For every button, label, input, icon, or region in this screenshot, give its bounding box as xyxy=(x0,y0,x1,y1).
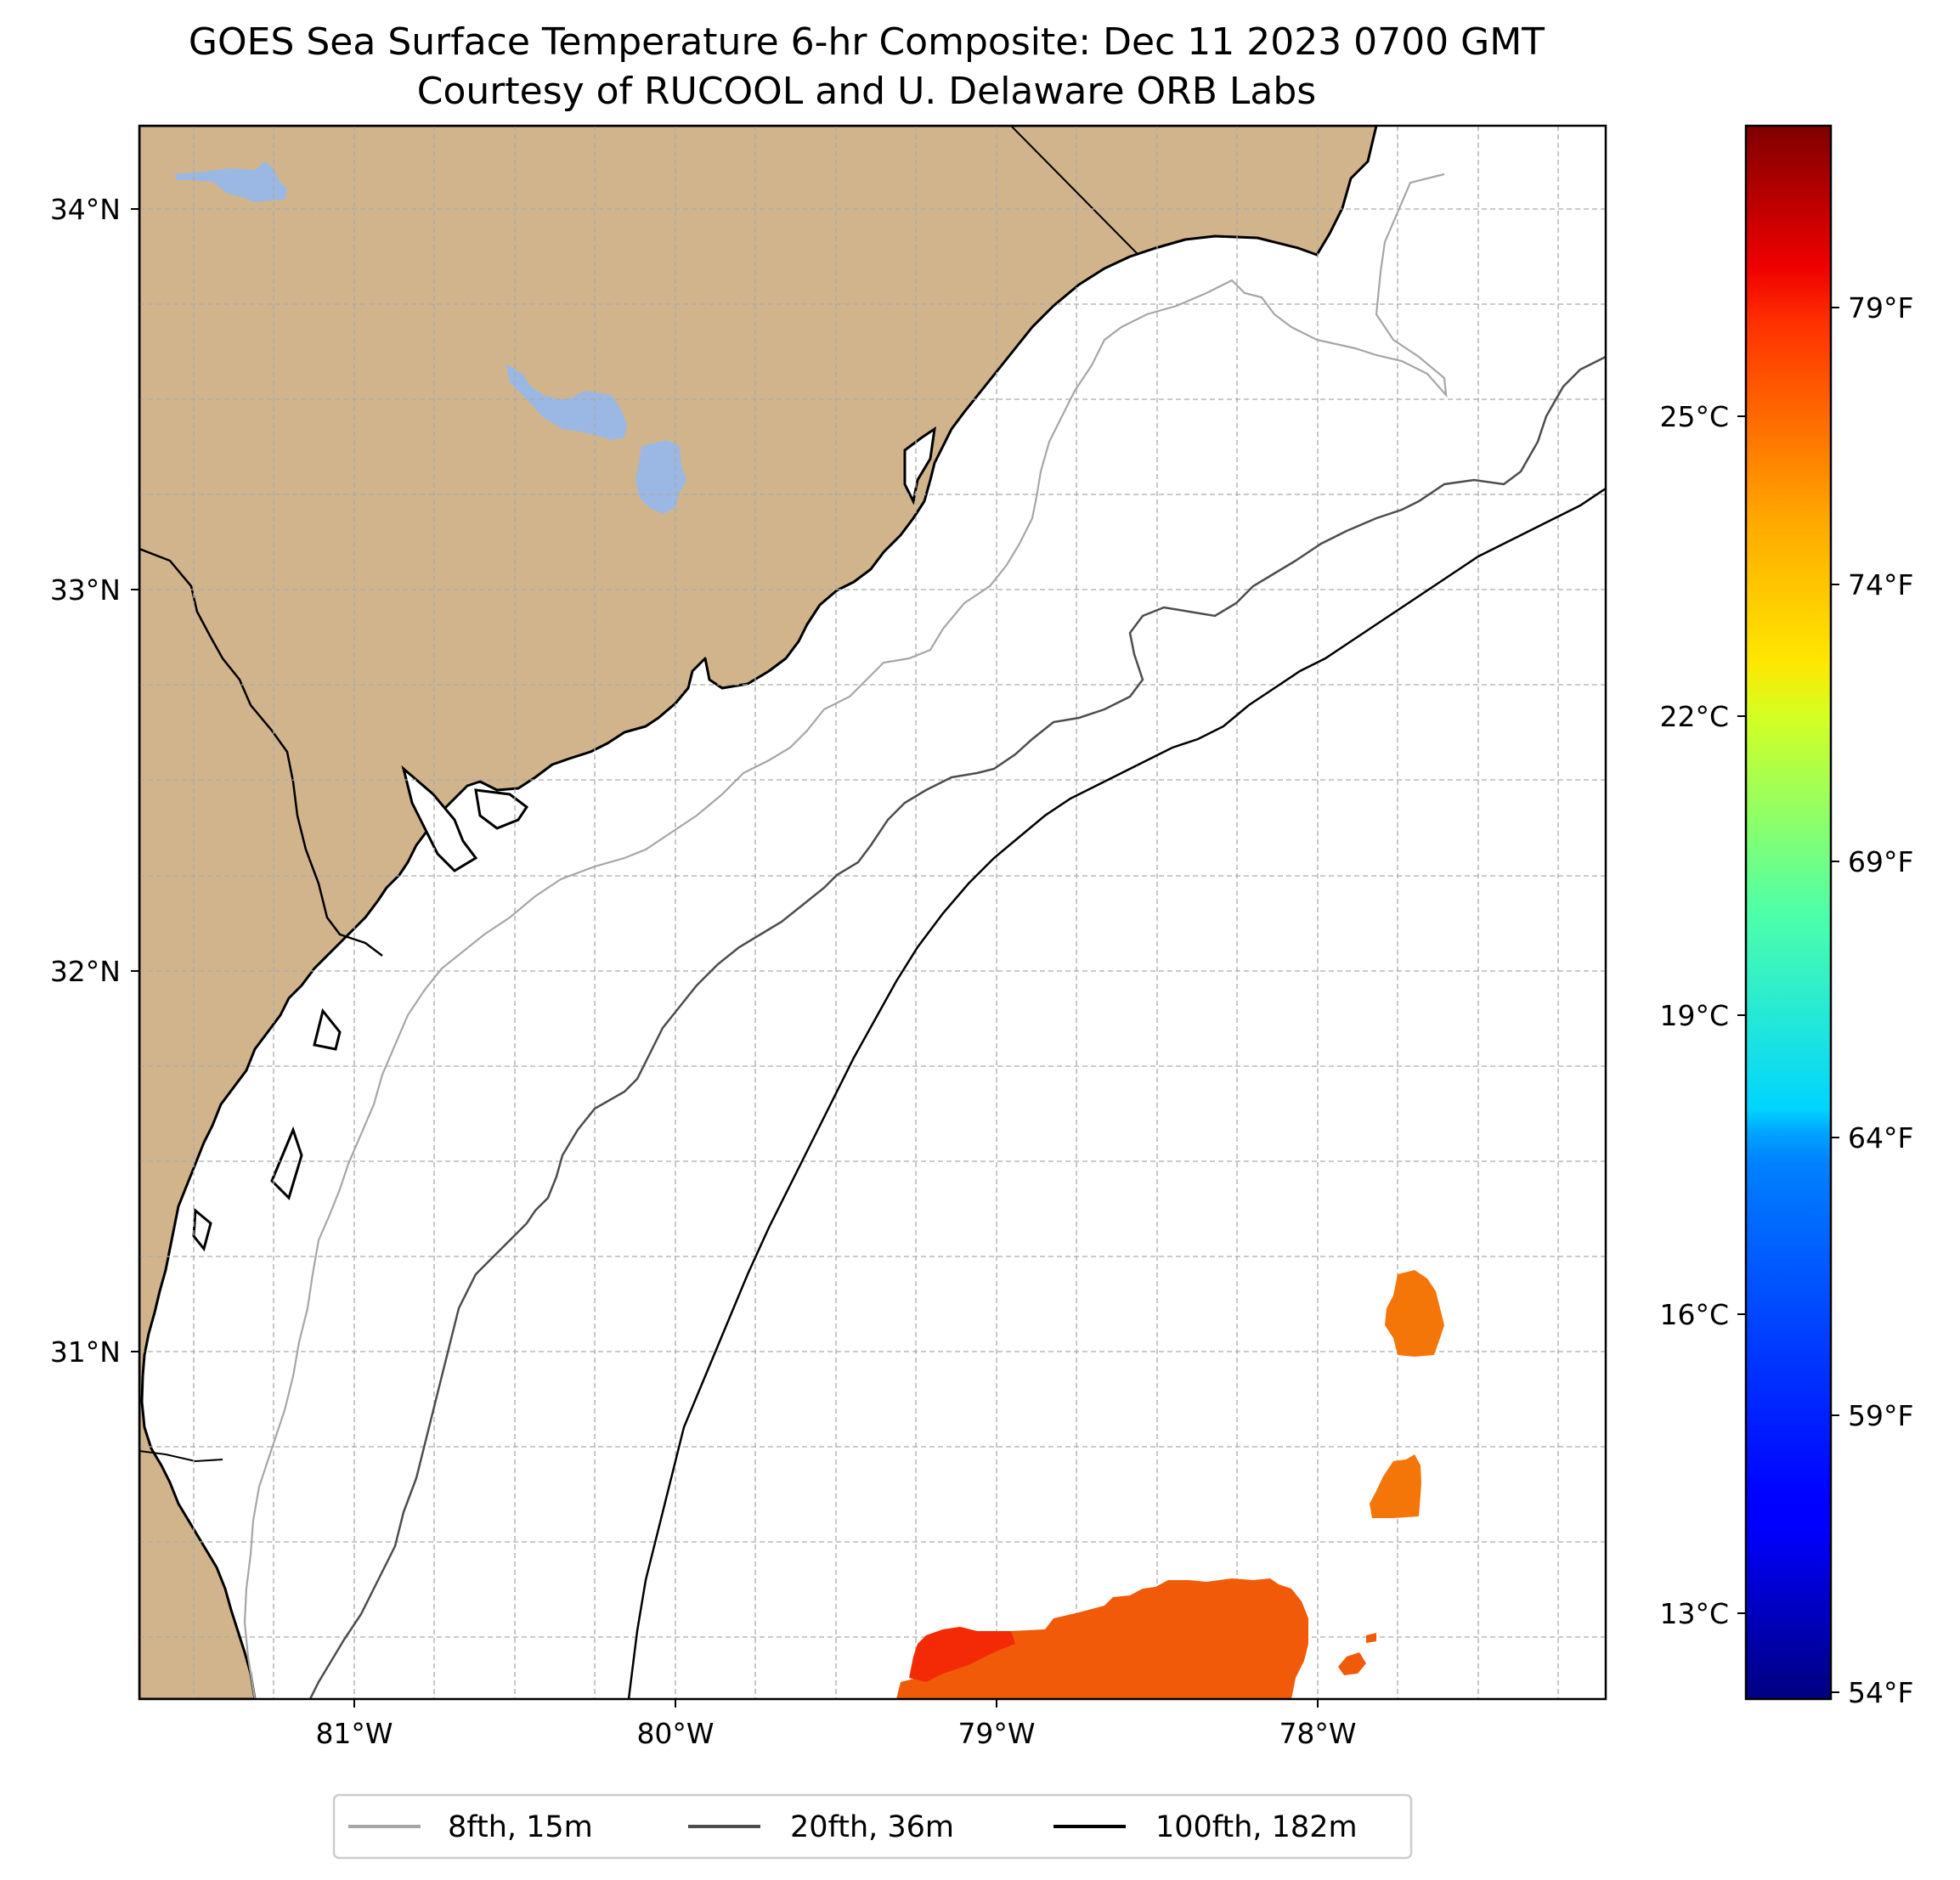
colorbar xyxy=(1744,124,1833,1701)
sst-patch-warm-edge xyxy=(909,1627,1015,1682)
colorbar-f-74: 74°F xyxy=(1848,568,1913,601)
lat-label-34: 34°N xyxy=(50,193,121,226)
lake-waccamaw xyxy=(174,161,287,202)
colorbar-f-69: 69°F xyxy=(1848,845,1913,878)
lon-label-81: 81°W xyxy=(315,1717,393,1750)
map-subtitle: Courtesy of RUCOOL and U. Delaware ORB L… xyxy=(417,70,1316,113)
isobath-100fth xyxy=(627,487,1606,1699)
colorbar-c-25: 25°C xyxy=(1659,400,1729,433)
sst-patch-small xyxy=(1338,1652,1366,1675)
isobath-20fth xyxy=(308,355,1606,1699)
legend-label-8fth: 8fth, 15m xyxy=(448,1810,593,1844)
map-title: GOES Sea Surface Temperature 6-hr Compos… xyxy=(189,20,1545,64)
inlet-sapelo xyxy=(270,1126,303,1200)
lat-label-33: 33°N xyxy=(50,573,121,607)
inlet-st-helena xyxy=(401,765,478,872)
colorbar-c-13: 13°C xyxy=(1659,1597,1729,1630)
gridlines xyxy=(139,126,1606,1699)
sst-patch-speck xyxy=(1366,1633,1376,1643)
colorbar-c-19: 19°C xyxy=(1659,999,1729,1032)
map-area xyxy=(139,126,1606,1699)
lat-label-32: 32°N xyxy=(50,955,121,988)
lake-marion xyxy=(506,364,627,440)
state-border-sc-ga xyxy=(139,547,383,957)
legend-label-100fth: 100fth, 182m xyxy=(1155,1810,1358,1844)
colorbar-ticks xyxy=(1737,307,1839,1693)
inlet-port-royal xyxy=(313,1008,342,1051)
colorbar-c-16: 16°C xyxy=(1659,1298,1729,1331)
sst-patch-ne-upper xyxy=(1385,1270,1444,1357)
sst-patch-main xyxy=(896,1578,1308,1699)
inlet-winyah-bay xyxy=(903,426,936,505)
land xyxy=(139,126,1378,1699)
state-border-nc-sc xyxy=(1010,126,1139,256)
lon-label-80: 80°W xyxy=(636,1717,714,1750)
state-border-ga-fl xyxy=(139,1450,223,1463)
lon-label-79: 79°W xyxy=(957,1717,1035,1750)
axis-ticks xyxy=(131,208,1319,1708)
legend: 8fth, 15m 20fth, 36m 100fth, 182m xyxy=(332,1793,1413,1860)
colorbar-f-79: 79°F xyxy=(1848,291,1913,325)
legend-label-20fth: 20fth, 36m xyxy=(790,1810,954,1844)
legend-box xyxy=(332,1793,1413,1860)
inlet-ogeechee xyxy=(192,1207,212,1252)
map-frame xyxy=(138,124,1607,1701)
colorbar-f-54: 54°F xyxy=(1848,1676,1913,1709)
colorbar-f-59: 59°F xyxy=(1848,1399,1913,1432)
colorbar-f-64: 64°F xyxy=(1848,1121,1913,1155)
lat-label-31: 31°N xyxy=(50,1335,121,1369)
inlet-edisto xyxy=(474,788,529,830)
lake-moultrie xyxy=(635,440,686,514)
lon-label-78: 78°W xyxy=(1279,1717,1356,1750)
isobath-8fth xyxy=(243,172,1448,1699)
colorbar-c-22: 22°C xyxy=(1659,700,1729,733)
sst-patch-ne-lower xyxy=(1370,1454,1421,1518)
